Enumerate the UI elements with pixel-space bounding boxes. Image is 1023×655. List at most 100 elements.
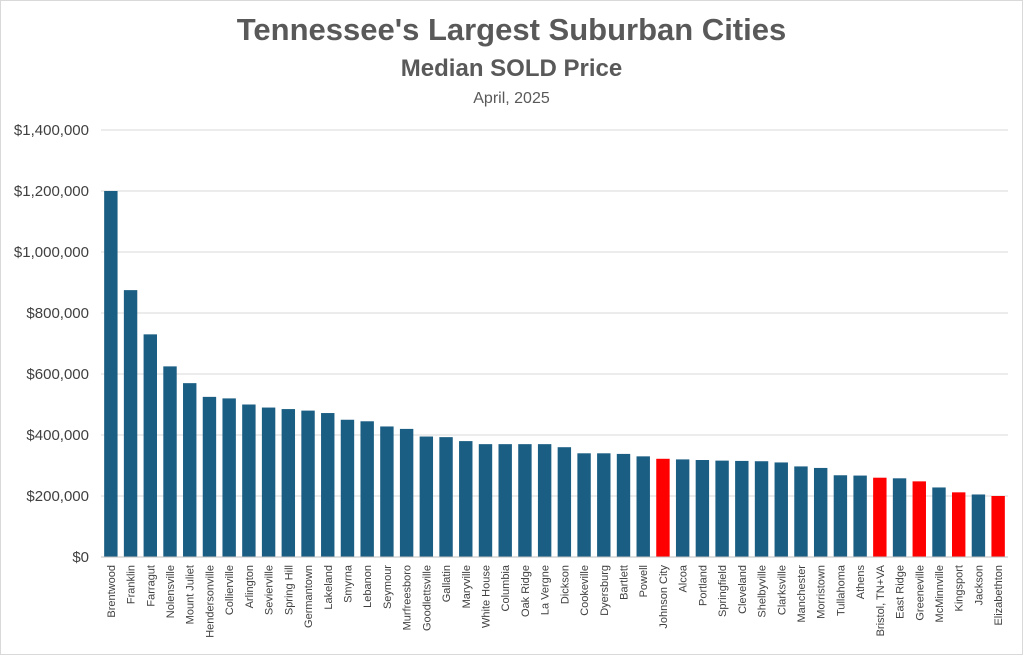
bar-johnson-city — [656, 458, 670, 557]
bar-gallatin — [439, 437, 453, 557]
bar-hendersonville — [202, 396, 217, 557]
bar-greeneville — [912, 481, 926, 557]
bar-cookeville — [577, 453, 591, 557]
bar-elizabethton — [991, 496, 1005, 557]
x-tick-label: Manchester — [796, 565, 808, 623]
x-tick-label: Greeneville — [914, 565, 926, 621]
x-tick-label: Franklin — [126, 565, 138, 604]
bar-dickson — [557, 447, 572, 557]
bar-mcminnville — [932, 487, 946, 557]
gridlines — [101, 129, 1008, 497]
x-tick-label: Bristol, TN+VA — [875, 564, 887, 636]
x-tick-label: Columbia — [500, 564, 512, 611]
y-tick-label: $400,000 — [26, 427, 89, 444]
x-tick-label: Jackson — [973, 565, 985, 605]
bar-tullahoma — [833, 475, 848, 557]
x-tick-label: Morristown — [816, 565, 828, 619]
x-tick-label: Germantown — [303, 565, 315, 628]
bar-manchester — [794, 466, 808, 557]
bar-clarksville — [774, 462, 788, 557]
x-tick-label: Springfield — [717, 565, 729, 617]
x-tick-label: Smyrna — [342, 564, 354, 603]
x-tick-label: Sevierville — [264, 565, 276, 615]
x-tick-label: Portland — [697, 565, 709, 606]
x-tick-label: Tullahoma — [835, 564, 847, 616]
x-tick-label: Lakeland — [323, 565, 335, 610]
x-tick-label: Oak Ridge — [520, 565, 532, 617]
bar-goodlettsville — [419, 436, 434, 557]
x-tick-label: Cleveland — [737, 565, 749, 614]
bar-bartlett — [616, 453, 631, 557]
y-tick-label: $600,000 — [26, 366, 89, 383]
x-tick-label: Farragut — [145, 565, 157, 607]
bar-collierville — [222, 398, 236, 557]
bar-portland — [695, 460, 710, 557]
x-tick-label: Kingsport — [954, 565, 966, 611]
bar-lebanon — [360, 421, 374, 557]
x-tick-label: Maryville — [461, 565, 473, 608]
x-tick-label: Powell — [638, 565, 650, 597]
bar-nolensville — [163, 366, 177, 557]
y-tick-label: $1,200,000 — [14, 183, 89, 200]
x-tick-label: Seymour — [382, 565, 394, 609]
bar-east-ridge — [892, 478, 907, 557]
y-tick-label: $800,000 — [26, 305, 89, 322]
x-tick-label: Cookeville — [579, 565, 591, 616]
bar-shelbyville — [754, 461, 769, 557]
y-tick-label: $0 — [72, 549, 89, 566]
chart-date-label: April, 2025 — [473, 90, 550, 107]
bar-smyrna — [340, 419, 355, 557]
x-tick-label: Murfreesboro — [402, 565, 414, 630]
x-tick-label: Johnson City — [658, 565, 670, 629]
x-tick-label: Shelbyville — [757, 565, 769, 618]
bar-farragut — [143, 334, 157, 557]
bar-powell — [636, 456, 650, 557]
x-tick-label: Collierville — [224, 565, 236, 615]
x-tick-label: Brentwood — [106, 565, 118, 618]
x-tick-label: La Vergne — [540, 565, 552, 615]
bar-franklin — [123, 290, 138, 557]
x-tick-label: Dickson — [559, 565, 571, 604]
bar-lakeland — [321, 413, 335, 557]
x-tick-label: Arlington — [244, 565, 256, 608]
y-tick-label: $1,400,000 — [14, 122, 89, 139]
x-tick-label: White House — [480, 565, 492, 628]
bar-columbia — [498, 444, 512, 557]
x-tick-label: Goodlettsville — [421, 565, 433, 631]
bar-seymour — [380, 426, 394, 557]
x-tick-label: Mount Juliet — [185, 565, 197, 624]
y-tick-label: $1,000,000 — [14, 244, 89, 261]
x-tick-label: Athens — [855, 565, 867, 600]
bar-bristol-tn-va — [873, 477, 887, 557]
bar-arlington — [242, 404, 256, 557]
bar-murfreesboro — [399, 428, 414, 557]
bar-spring-hill — [281, 409, 296, 557]
bar-cleveland — [735, 460, 749, 557]
bar-jackson — [971, 494, 986, 557]
bar-alcoa — [675, 459, 690, 557]
chart-title: Tennessee's Largest Suburban Cities — [236, 12, 787, 47]
bar-maryville — [459, 441, 473, 557]
x-tick-label: East Ridge — [895, 565, 907, 619]
y-axis: $0 $200,000 $400,000 $600,000 $800,000 $1,000… — [14, 122, 89, 566]
bar-germantown — [301, 410, 315, 557]
chart-subtitle: Median SOLD Price — [400, 55, 623, 82]
bar-morristown — [813, 467, 828, 557]
x-tick-label: Hendersonville — [204, 565, 216, 638]
bar-springfield — [715, 460, 729, 557]
x-tick-label: McMinnville — [934, 565, 946, 622]
x-tick-label: Nolensville — [165, 565, 177, 618]
bar-white-house — [478, 444, 493, 557]
x-tick-label: Lebanon — [362, 565, 374, 608]
y-tick-label: $200,000 — [26, 488, 89, 505]
bar-kingsport — [952, 492, 966, 557]
x-axis: Brentwood Franklin Farragut Nolensville Moun… — [101, 556, 1008, 638]
x-tick-label: Elizabethton — [993, 565, 1005, 626]
bar-dyersburg — [597, 453, 611, 557]
bar-la-vergne — [537, 444, 552, 557]
x-tick-label: Gallatin — [441, 565, 453, 602]
x-tick-label: Clarksville — [776, 565, 788, 615]
bars — [104, 191, 1005, 557]
x-tick-label: Bartlett — [619, 565, 631, 600]
